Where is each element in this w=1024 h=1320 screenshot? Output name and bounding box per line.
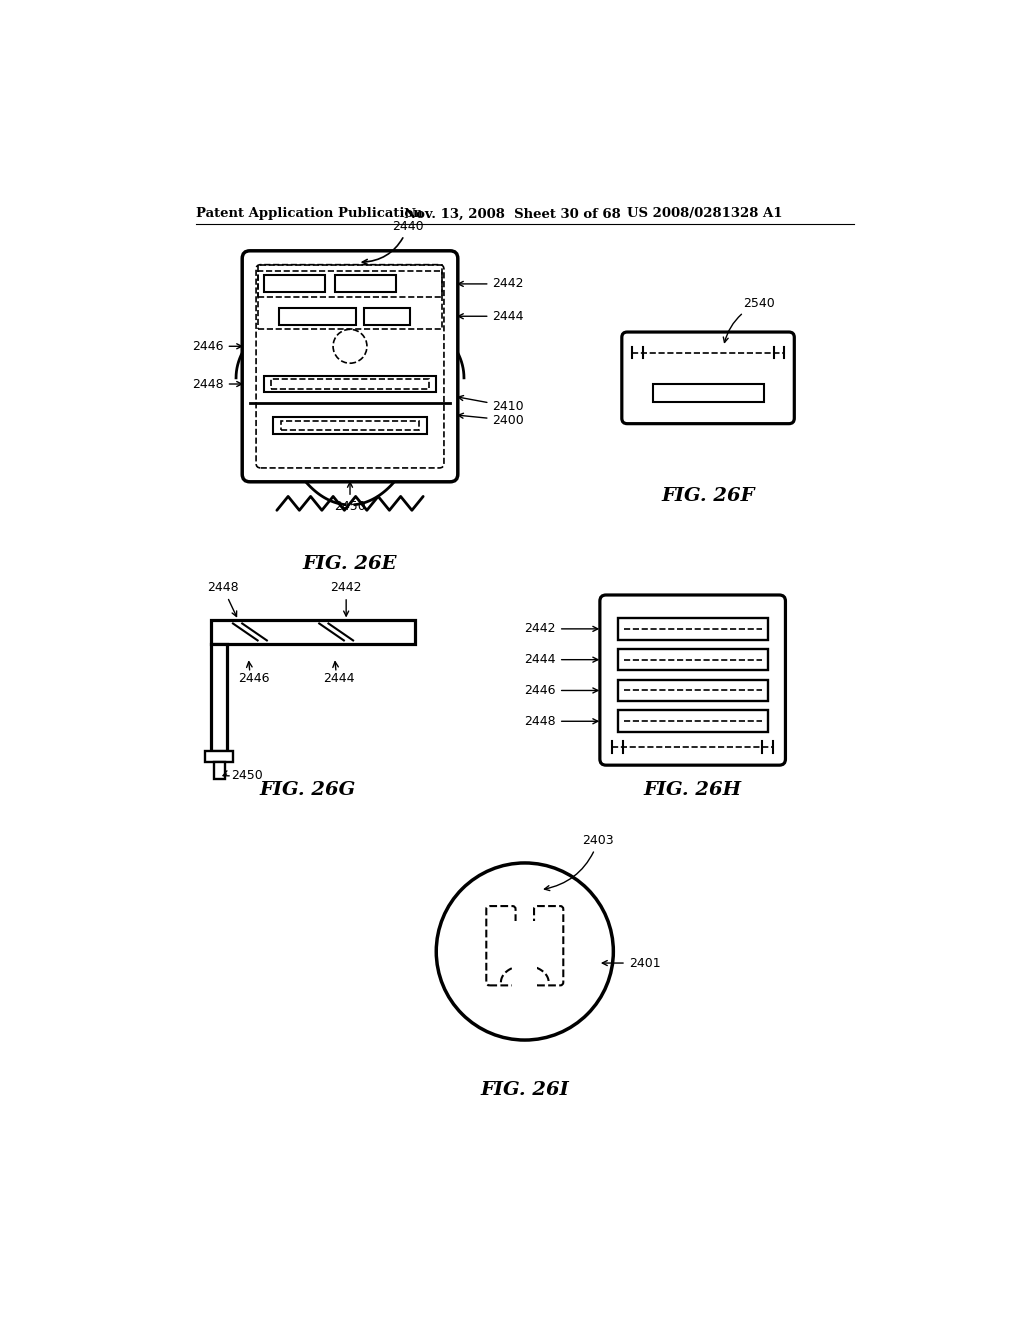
Bar (214, 762, 224, 779)
Bar (617, 710, 768, 733)
Text: 2442: 2442 (331, 581, 361, 616)
Bar (211, 644, 226, 751)
Text: 2540: 2540 (723, 297, 774, 342)
Text: 2450: 2450 (334, 482, 366, 513)
Text: Patent Application Publication: Patent Application Publication (196, 207, 423, 220)
Bar (211, 620, 416, 644)
Text: 2444: 2444 (524, 653, 598, 667)
Bar (617, 680, 768, 701)
FancyBboxPatch shape (622, 333, 795, 424)
Text: 2448: 2448 (193, 378, 242, 391)
Text: 2448: 2448 (207, 581, 239, 616)
Bar (258, 271, 442, 297)
Text: 2444: 2444 (323, 672, 354, 685)
Text: 2446: 2446 (524, 684, 598, 697)
FancyBboxPatch shape (600, 595, 785, 766)
Bar (617, 649, 768, 671)
Bar (281, 421, 419, 430)
Text: 2448: 2448 (524, 714, 598, 727)
Bar (258, 264, 442, 330)
Text: 2410: 2410 (458, 396, 524, 413)
Text: 2440: 2440 (362, 219, 424, 264)
Text: 2400: 2400 (459, 413, 524, 426)
Text: Nov. 13, 2008  Sheet 30 of 68: Nov. 13, 2008 Sheet 30 of 68 (403, 207, 621, 220)
Bar (335, 276, 396, 293)
Text: FIG. 26H: FIG. 26H (644, 781, 741, 799)
Bar (264, 375, 436, 392)
Text: 2401: 2401 (602, 957, 660, 970)
Bar (280, 308, 356, 325)
Bar (617, 618, 768, 640)
Bar (205, 751, 233, 762)
Text: FIG. 26I: FIG. 26I (480, 1081, 569, 1100)
Text: 2442: 2442 (524, 622, 598, 635)
Bar (364, 308, 410, 325)
Bar (652, 384, 764, 403)
Bar (271, 379, 429, 388)
Text: 2444: 2444 (459, 310, 524, 323)
Text: 2442: 2442 (459, 277, 524, 290)
Bar (264, 276, 326, 293)
FancyBboxPatch shape (243, 251, 458, 482)
Text: 2446: 2446 (193, 339, 242, 352)
Text: 2403: 2403 (545, 834, 614, 891)
Bar (512, 921, 538, 990)
FancyBboxPatch shape (535, 906, 563, 985)
Text: FIG. 26G: FIG. 26G (259, 781, 355, 799)
FancyBboxPatch shape (486, 906, 515, 985)
Bar (273, 417, 427, 434)
Text: US 2008/0281328 A1: US 2008/0281328 A1 (628, 207, 782, 220)
Text: FIG. 26E: FIG. 26E (303, 556, 397, 573)
Text: 2450: 2450 (230, 768, 262, 781)
Text: 2446: 2446 (238, 672, 269, 685)
Text: FIG. 26F: FIG. 26F (662, 487, 755, 504)
